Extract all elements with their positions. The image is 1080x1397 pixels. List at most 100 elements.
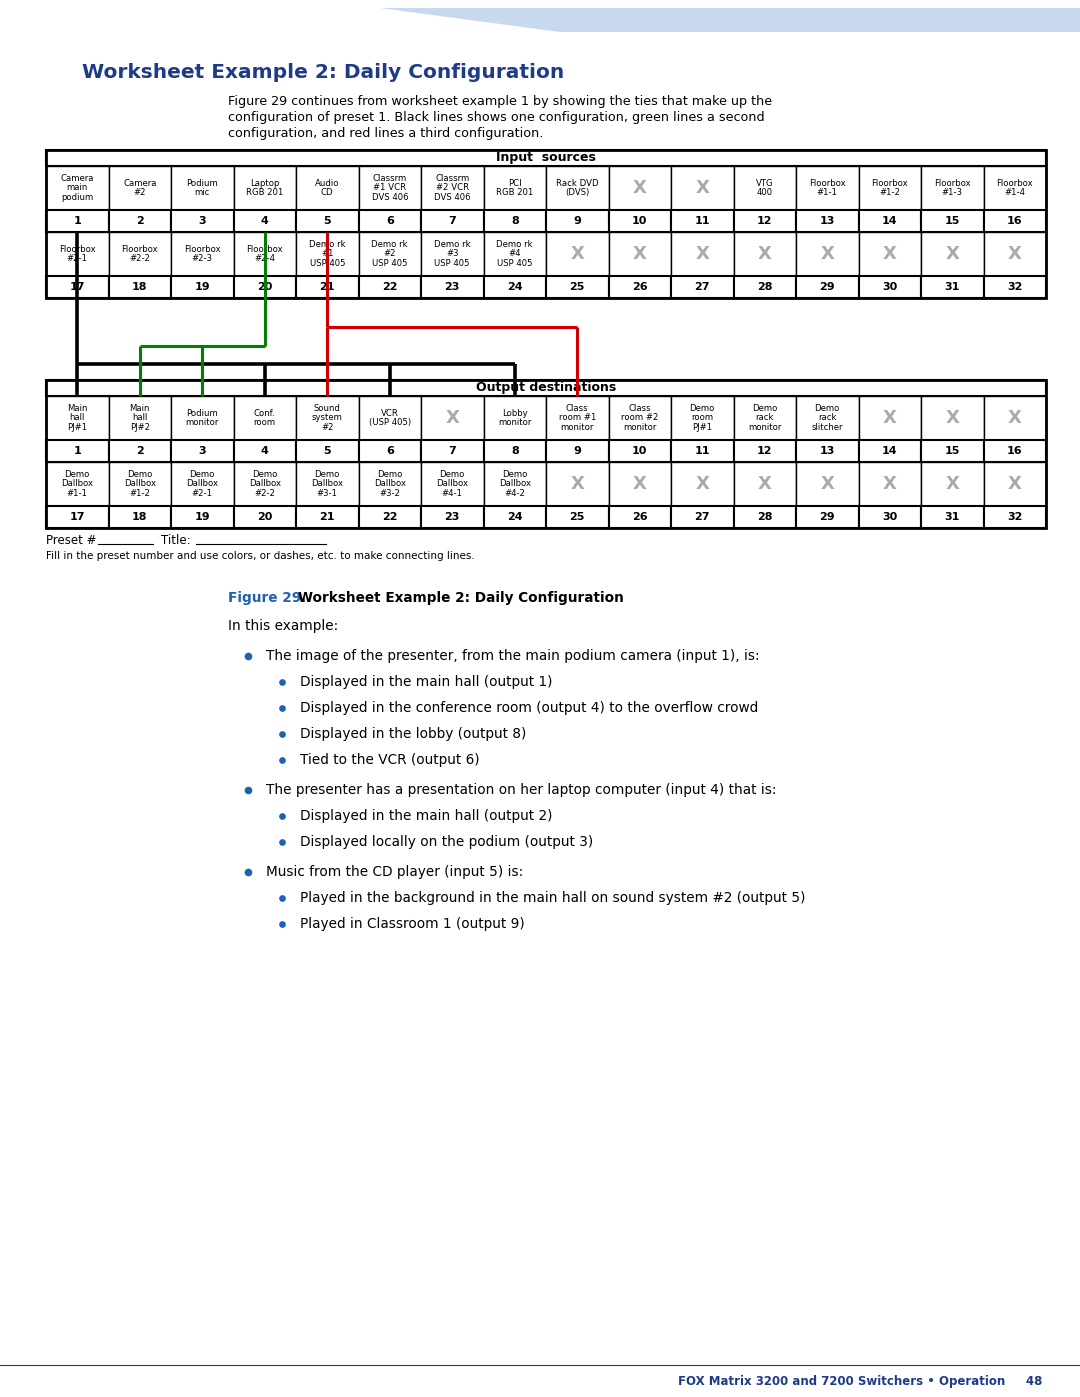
Bar <box>359 166 421 210</box>
Text: 2: 2 <box>136 217 144 226</box>
Text: 30: 30 <box>882 282 897 292</box>
Polygon shape <box>380 8 1080 32</box>
Bar <box>233 440 296 462</box>
Text: The image of the presenter, from the main podium camera (input 1), is:: The image of the presenter, from the mai… <box>266 650 759 664</box>
Text: Played in the background in the main hall on sound system #2 (output 5): Played in the background in the main hal… <box>300 891 806 905</box>
Text: X: X <box>1008 475 1022 493</box>
Bar <box>671 440 733 462</box>
Text: Floorbox
#1-3: Floorbox #1-3 <box>934 179 971 197</box>
Text: Floorbox
#1-4: Floorbox #1-4 <box>997 179 1034 197</box>
Text: X: X <box>1008 409 1022 427</box>
Text: 18: 18 <box>132 511 148 522</box>
Text: 21: 21 <box>320 511 335 522</box>
Bar <box>796 210 859 232</box>
Text: 14: 14 <box>882 446 897 455</box>
Bar <box>733 506 796 528</box>
Text: Output destinations: Output destinations <box>476 381 616 394</box>
Bar <box>484 506 546 528</box>
Bar <box>359 506 421 528</box>
Text: 13: 13 <box>820 446 835 455</box>
Bar <box>733 232 796 277</box>
Bar <box>46 395 108 440</box>
Text: Figure 29.: Figure 29. <box>228 591 307 605</box>
Text: Classrm
#1 VCR
DVS 406: Classrm #1 VCR DVS 406 <box>372 173 408 203</box>
Bar <box>108 395 171 440</box>
Text: Floorbox
#2-3: Floorbox #2-3 <box>184 244 220 264</box>
Bar <box>171 440 233 462</box>
Text: Podium
mic: Podium mic <box>187 179 218 197</box>
Text: 14: 14 <box>882 217 897 226</box>
Bar <box>108 506 171 528</box>
Text: 31: 31 <box>945 282 960 292</box>
Text: VCR
(USP 405): VCR (USP 405) <box>368 409 410 427</box>
Bar <box>484 210 546 232</box>
Text: 32: 32 <box>1007 511 1023 522</box>
Bar <box>733 166 796 210</box>
Text: X: X <box>945 244 959 263</box>
Bar <box>859 506 921 528</box>
Bar <box>608 277 671 298</box>
Text: 6: 6 <box>386 446 394 455</box>
Bar <box>171 166 233 210</box>
Text: Floorbox
#2-2: Floorbox #2-2 <box>121 244 158 264</box>
Bar <box>421 210 484 232</box>
Text: X: X <box>633 179 647 197</box>
Bar <box>859 462 921 506</box>
Text: 4: 4 <box>260 217 269 226</box>
Bar <box>233 277 296 298</box>
Text: 26: 26 <box>632 511 648 522</box>
Text: 2: 2 <box>136 446 144 455</box>
Bar <box>46 380 1047 395</box>
Text: Demo rk
#3
USP 405: Demo rk #3 USP 405 <box>434 240 471 268</box>
Bar <box>921 506 984 528</box>
Bar <box>359 277 421 298</box>
Bar <box>171 277 233 298</box>
Bar <box>671 210 733 232</box>
Bar <box>921 232 984 277</box>
Bar <box>233 166 296 210</box>
Bar <box>46 149 1047 166</box>
Text: 17: 17 <box>69 511 85 522</box>
Text: Displayed in the lobby (output 8): Displayed in the lobby (output 8) <box>300 726 526 740</box>
Text: 15: 15 <box>945 446 960 455</box>
Text: 25: 25 <box>569 511 585 522</box>
Text: 15: 15 <box>945 217 960 226</box>
Text: 6: 6 <box>386 217 394 226</box>
Text: Displayed in the main hall (output 2): Displayed in the main hall (output 2) <box>300 809 553 823</box>
Text: 23: 23 <box>445 511 460 522</box>
Text: 16: 16 <box>1007 217 1023 226</box>
Text: Input  sources: Input sources <box>496 151 596 165</box>
Bar <box>608 232 671 277</box>
Bar <box>108 210 171 232</box>
Bar <box>546 395 608 440</box>
Bar <box>921 166 984 210</box>
Text: Sound
system
#2: Sound system #2 <box>312 404 342 432</box>
Text: X: X <box>696 475 710 493</box>
Bar <box>484 277 546 298</box>
Bar <box>46 440 108 462</box>
Text: configuration, and red lines a third configuration.: configuration, and red lines a third con… <box>228 127 543 141</box>
Bar <box>546 210 608 232</box>
Text: 10: 10 <box>632 446 647 455</box>
Bar <box>546 232 608 277</box>
Text: 17: 17 <box>69 282 85 292</box>
Text: Worksheet Example 2: Daily Configuration: Worksheet Example 2: Daily Configuration <box>298 591 624 605</box>
Text: 16: 16 <box>1007 446 1023 455</box>
Text: 27: 27 <box>694 282 710 292</box>
Bar <box>671 506 733 528</box>
Bar <box>296 462 359 506</box>
Bar <box>859 232 921 277</box>
Text: X: X <box>696 179 710 197</box>
Bar <box>46 232 108 277</box>
Bar <box>46 506 108 528</box>
Text: X: X <box>821 244 834 263</box>
Bar <box>984 440 1047 462</box>
Bar <box>984 232 1047 277</box>
Text: 32: 32 <box>1007 282 1023 292</box>
Text: 22: 22 <box>382 511 397 522</box>
Bar <box>421 166 484 210</box>
Text: Displayed in the main hall (output 1): Displayed in the main hall (output 1) <box>300 675 553 689</box>
Text: 29: 29 <box>820 511 835 522</box>
Text: 5: 5 <box>323 217 332 226</box>
Text: configuration of preset 1. Black lines shows one configuration, green lines a se: configuration of preset 1. Black lines s… <box>228 112 765 124</box>
